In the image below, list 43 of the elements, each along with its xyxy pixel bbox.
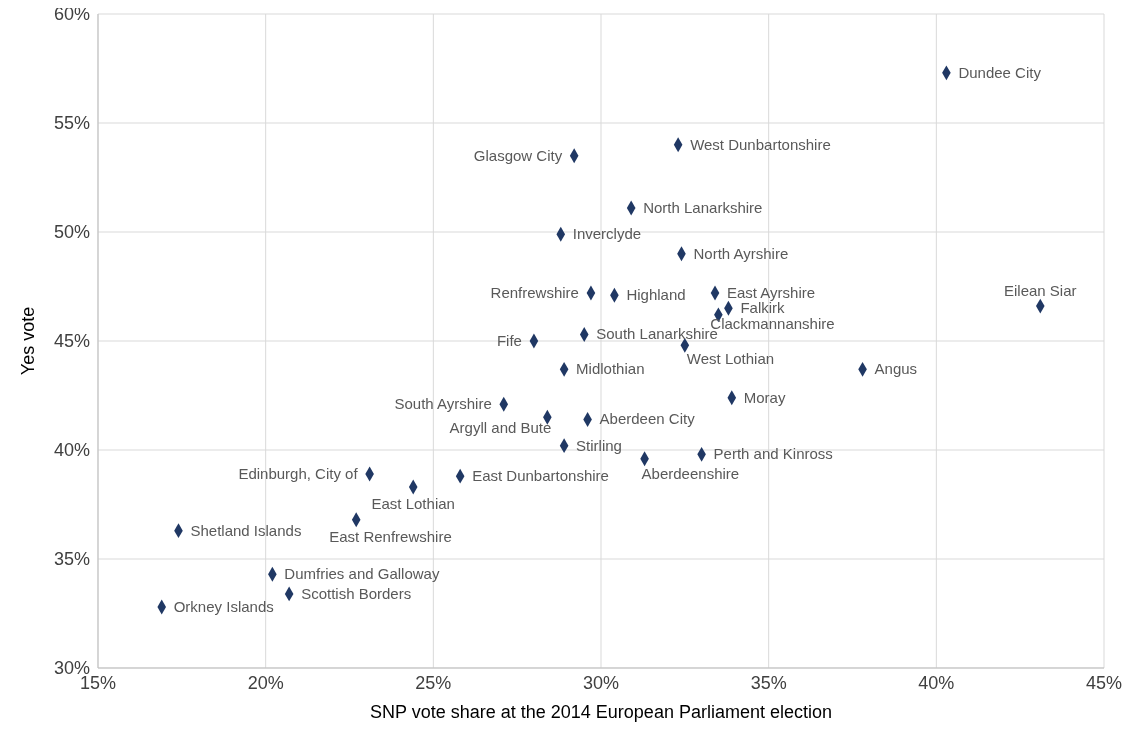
annotation: West Dunbartonshire [690,135,831,153]
x-tick-label: 45% [1085,672,1123,693]
annotation: North Ayrshire [693,244,789,262]
x-tick-label: 30% [582,672,620,693]
annotation: East Ayrshire [727,284,816,302]
x-axis-title: SNP vote share at the 2014 European Parliament election [370,702,832,722]
annotation: Aberdeen City [599,410,696,428]
annotation: Moray [743,388,786,406]
annotation: South Ayrshire [394,395,492,413]
y-tick-label: 60% [53,4,90,25]
y-tick-label: 40% [53,440,90,461]
y-tick-label: 55% [53,113,90,134]
annotation: East Renfrewshire [329,527,452,545]
annotation: Aberdeenshire [641,464,740,482]
y-axis-title: Yes vote [18,306,39,376]
annotation: Midlothian [576,360,645,378]
annotation: Eilean Siar [1004,282,1077,300]
y-tick-label: 45% [53,331,90,352]
annotation: East Dunbartonshire [472,467,609,485]
annotation: North Lanarkshire [643,199,763,217]
annotation: Dundee City [958,63,1042,81]
annotation: Dumfries and Galloway [284,565,440,583]
y-tick-label: 35% [53,549,90,570]
annotation: Fife [496,332,522,349]
annotation: Shetland Islands [190,521,302,539]
annotation: Renfrewshire [490,284,579,302]
annotation: West Lothian [686,350,775,368]
annotation: Glasgow City [473,146,563,164]
annotation: Scottish Borders [301,584,412,602]
annotation: East Lothian [371,495,455,513]
x-tick-label: 35% [750,672,787,693]
annotation: Stirling [576,436,622,454]
annotation: Argyll and Bute [449,419,552,437]
annotation: Perth and Kinross [713,445,833,463]
x-tick-label: 40% [918,672,955,693]
y-tick-label: 50% [53,222,90,243]
annotation: Inverclyde [572,225,642,243]
x-tick-label: 20% [247,672,284,693]
annotation: Highland [626,286,686,304]
annotation: Orkney Islands [173,597,274,615]
x-tick-label: 25% [415,672,452,693]
annotation: Angus [874,360,918,378]
annotation: Edinburgh, City of [238,464,359,482]
